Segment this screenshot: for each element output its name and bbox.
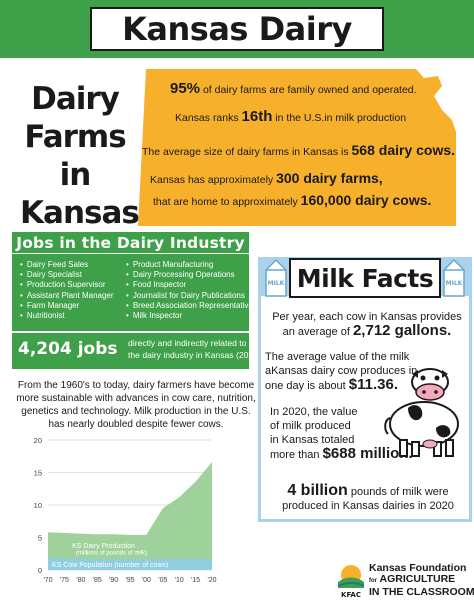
jobs-stat-line-2: the dairy industry in Kansas (2020) (128, 350, 261, 360)
x-tick-label: '70 (43, 577, 52, 584)
kfac-line-2: for AGRICULTURE (369, 573, 456, 585)
jobs-list-left: Dairy Feed Sales Dairy Specialist Produc… (20, 260, 114, 321)
y-tick-label: 20 (34, 436, 42, 445)
job-item: Milk Inspector (126, 311, 253, 321)
x-tick-label: '05 (158, 577, 167, 584)
milk-fact-1-line-2: an average of 2,712 gallons. (282, 322, 452, 339)
milk-fact-3-line-2: of milk produced (270, 420, 351, 432)
kfac-line-1: Kansas Foundation (369, 562, 467, 574)
job-item: Production Supervisor (20, 280, 114, 290)
milk-fact-4: 4 billion pounds of milk were produced i… (268, 482, 468, 513)
x-tick-label: '15 (191, 577, 200, 584)
job-item: Product Manufacturing (126, 260, 253, 270)
milk-fact-2-line-2: aKansas dairy cow produces in (265, 365, 418, 377)
production-area (48, 462, 212, 570)
cow-population-area (48, 557, 212, 570)
sustainability-line-4: has nearly doubled despite fewer cows. (48, 419, 224, 430)
milk-fact-3-line-4: more than $688 million. (270, 445, 413, 462)
milk-fact-1: Per year, each cow in Kansas provides an… (270, 310, 464, 339)
milk-fact-2: The average value of the milk aKansas da… (265, 350, 465, 393)
job-item: Food Inspector (126, 280, 253, 290)
jobs-title: Jobs in the Dairy Industry (16, 233, 245, 252)
milk-fact-4-line-2: produced in Kansas dairies in 2020 (282, 500, 454, 512)
milk-fact-2-line-3: one day is about $11.36. (265, 376, 399, 393)
milk-fact-3: In 2020, the value of milk produced in K… (270, 405, 470, 462)
sustainability-text: From the 1960's to today, dairy farmers … (16, 379, 256, 431)
x-tick-label: '90 (109, 577, 118, 584)
y-tick-label: 5 (38, 534, 42, 543)
job-item: Breed Association Representative (126, 301, 253, 311)
jobs-list-right: Product Manufacturing Dairy Processing O… (126, 260, 253, 321)
job-item: Farm Manager (20, 301, 114, 311)
title-box: Kansas Dairy (90, 7, 384, 51)
job-item: Dairy Feed Sales (20, 260, 114, 270)
job-item: Assistant Plant Manager (20, 291, 114, 301)
milk-fact-2-line-1: The average value of the milk (265, 351, 410, 363)
x-tick-label: '95 (125, 577, 134, 584)
sustainability-line-3: genetics and technology. Milk production… (21, 406, 251, 417)
kfac-logo-icon: KFAC (337, 565, 365, 599)
series-subtitle-production: (millions of pounds of milk) (76, 550, 147, 556)
jobs-stat-line-1: directly and indirectly related to (128, 338, 247, 348)
jobs-stat-panel: 4,204 jobs directly and indirectly relat… (12, 331, 261, 369)
milk-carton-right-icon: MILK (443, 258, 465, 297)
jobs-stat-number: 4,204 jobs (18, 339, 118, 359)
headline: Dairy Farms in Kansas (20, 80, 140, 232)
x-tick-label: '10 (175, 577, 184, 584)
jobs-stat-text: directly and indirectly related to the d… (128, 337, 261, 361)
job-item: Dairy Specialist (20, 270, 114, 280)
y-tick-label: 0 (38, 566, 42, 575)
milk-facts-title-box: Milk Facts (289, 258, 441, 298)
job-item: Dairy Processing Operations (126, 270, 253, 280)
milk-fact-3-line-1: In 2020, the value (270, 406, 358, 418)
headline-line-3: in (59, 157, 92, 193)
series-label-production: KS Dairy Production (72, 543, 135, 550)
job-item: Nutritionist (20, 311, 114, 321)
kansas-map-shape (138, 69, 456, 226)
kfac-name: Kansas Foundation for AGRICULTURE IN THE… (369, 563, 474, 598)
kfac-abbr: KFAC (341, 591, 361, 599)
y-tick-label: 15 (34, 469, 42, 478)
job-item: Journalist for Dairy Publications (126, 291, 253, 301)
headline-line-4: Kansas (20, 195, 140, 231)
headline-line-1: Dairy (31, 81, 120, 117)
kfac-line-3: IN THE CLASSROOM (369, 586, 474, 598)
milk-fact-4-line-1: 4 billion pounds of milk were (287, 482, 449, 499)
ks-fact-1: 95% of dairy farms are family owned and … (170, 80, 417, 97)
x-tick-label: '20 (207, 577, 216, 584)
ks-fact-5: that are home to approximately 160,000 d… (153, 192, 432, 208)
x-tick-label: '80 (76, 577, 85, 584)
milk-carton-left-label: MILK (268, 280, 285, 287)
ks-fact-3: The average size of dairy farms in Kansa… (142, 142, 456, 158)
series-label-cows: KS Cow Population (number of cows) (52, 562, 168, 569)
page-title: Kansas Dairy (122, 10, 352, 48)
cow-illustration-icon (384, 368, 459, 457)
sustainability-line-1: From the 1960's to today, dairy farmers … (17, 380, 255, 391)
ks-fact-2: Kansas ranks 16th in the U.S.in milk pro… (175, 108, 407, 125)
milk-fact-3-line-3: in Kansas totaled (270, 434, 355, 446)
milk-facts-title: Milk Facts (296, 263, 434, 293)
headline-line-2: Farms (24, 119, 126, 155)
dairy-production-chart: 0 5 10 15 20 KS Dairy Production(millions of … (34, 436, 217, 584)
jobs-title-bar: Jobs in the Dairy Industry (12, 232, 249, 254)
milk-carton-right-label: MILK (446, 280, 463, 287)
ks-fact-4: Kansas has approximately 300 dairy farms… (150, 170, 383, 186)
x-tick-label: '00 (142, 577, 151, 584)
milk-fact-1-line-1: Per year, each cow in Kansas provides (272, 311, 462, 323)
milk-carton-left-icon: MILK (265, 258, 287, 297)
sustainability-line-2: more sustainable with advances in cow ca… (16, 393, 256, 404)
y-tick-label: 10 (34, 501, 42, 510)
x-tick-label: '85 (93, 577, 102, 584)
x-tick-label: '75 (60, 577, 69, 584)
